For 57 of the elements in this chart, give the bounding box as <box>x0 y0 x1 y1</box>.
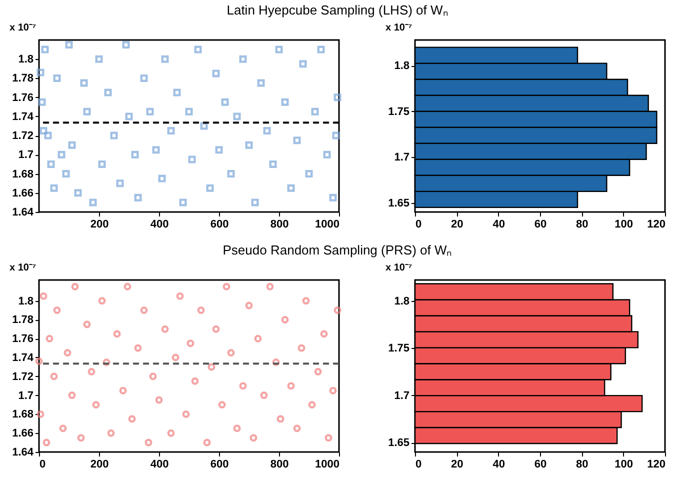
chart-title: Latin Hyepcube Sampling (LHS) of Wₙ <box>226 2 448 18</box>
y-tick-label: 1.78 <box>12 72 34 85</box>
x-tick-label: 200 <box>90 218 109 230</box>
x-tick-label: 80 <box>576 218 588 230</box>
x-tick-label: 0 <box>416 218 422 230</box>
y-tick-label: 1.65 <box>388 437 410 450</box>
y-tick-label: 1.8 <box>18 54 34 66</box>
y-tick-label: 1.8 <box>394 60 410 72</box>
x-tick-label: 200 <box>90 458 109 470</box>
y-tick-label: 1.76 <box>12 92 34 104</box>
x-tick-label: 600 <box>210 458 229 470</box>
y-axis-title: x 10⁻⁷ <box>386 22 412 34</box>
y-axis-title: x 10⁻⁷ <box>10 262 36 274</box>
x-tick-label: 100 <box>614 458 634 470</box>
x-tick-label: 80 <box>576 458 588 470</box>
y-tick-label: 1.7 <box>18 149 34 162</box>
y-tick-label: 1.68 <box>12 168 34 180</box>
x-tick-label: 600 <box>210 218 229 230</box>
y-tick-label: 1.66 <box>12 428 34 440</box>
x-tick-label: 1000 <box>315 218 340 230</box>
y-tick-label: 1.68 <box>12 408 34 421</box>
y-axis-title: x 10⁻⁷ <box>386 262 412 274</box>
y-tick-label: 1.78 <box>12 314 34 326</box>
x-tick-label: 20 <box>451 218 464 230</box>
x-tick-label: 400 <box>150 218 169 230</box>
x-tick-label: 800 <box>270 218 289 230</box>
x-tick-label: 120 <box>647 218 666 230</box>
x-tick-label: 40 <box>492 458 505 470</box>
y-tick-label: 1.7 <box>394 152 410 164</box>
x-tick-label: 400 <box>150 458 169 470</box>
y-tick-label: 1.8 <box>394 295 410 308</box>
x-tick-label: 60 <box>534 458 547 470</box>
y-tick-label: 1.64 <box>12 446 34 458</box>
x-tick-label: 60 <box>534 218 547 230</box>
x-tick-label: 0 <box>416 458 422 470</box>
y-tick-label: 1.74 <box>12 352 34 364</box>
y-tick-label: 1.65 <box>388 197 410 210</box>
y-tick-label: 1.76 <box>12 333 34 346</box>
y-axis-title: x 10⁻⁷ <box>10 22 36 34</box>
x-tick-label: 800 <box>270 458 289 470</box>
x-tick-label: 1000 <box>315 458 340 470</box>
y-tick-label: 1.75 <box>388 106 410 118</box>
y-tick-label: 1.64 <box>12 206 34 218</box>
x-tick-label: 40 <box>492 218 505 230</box>
x-tick-label: 120 <box>647 458 666 470</box>
y-tick-label: 1.8 <box>18 295 34 308</box>
y-tick-label: 1.72 <box>12 130 34 142</box>
x-tick-label: 100 <box>614 218 634 230</box>
y-tick-label: 1.75 <box>388 342 410 355</box>
y-tick-label: 1.66 <box>12 187 34 200</box>
x-tick-label: 20 <box>451 458 464 470</box>
chart-title: Pseudo Random Sampling (PRS) of Wₙ <box>222 242 452 258</box>
y-tick-label: 1.74 <box>12 110 34 123</box>
x-tick-label: 0 <box>40 458 46 470</box>
y-tick-label: 1.7 <box>394 390 410 402</box>
y-tick-label: 1.7 <box>18 390 34 402</box>
y-tick-label: 1.72 <box>12 370 34 383</box>
